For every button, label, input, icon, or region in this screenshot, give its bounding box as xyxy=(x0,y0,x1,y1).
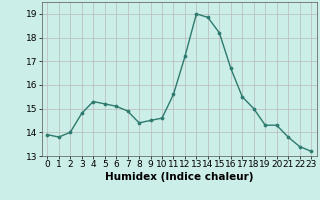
X-axis label: Humidex (Indice chaleur): Humidex (Indice chaleur) xyxy=(105,172,253,182)
